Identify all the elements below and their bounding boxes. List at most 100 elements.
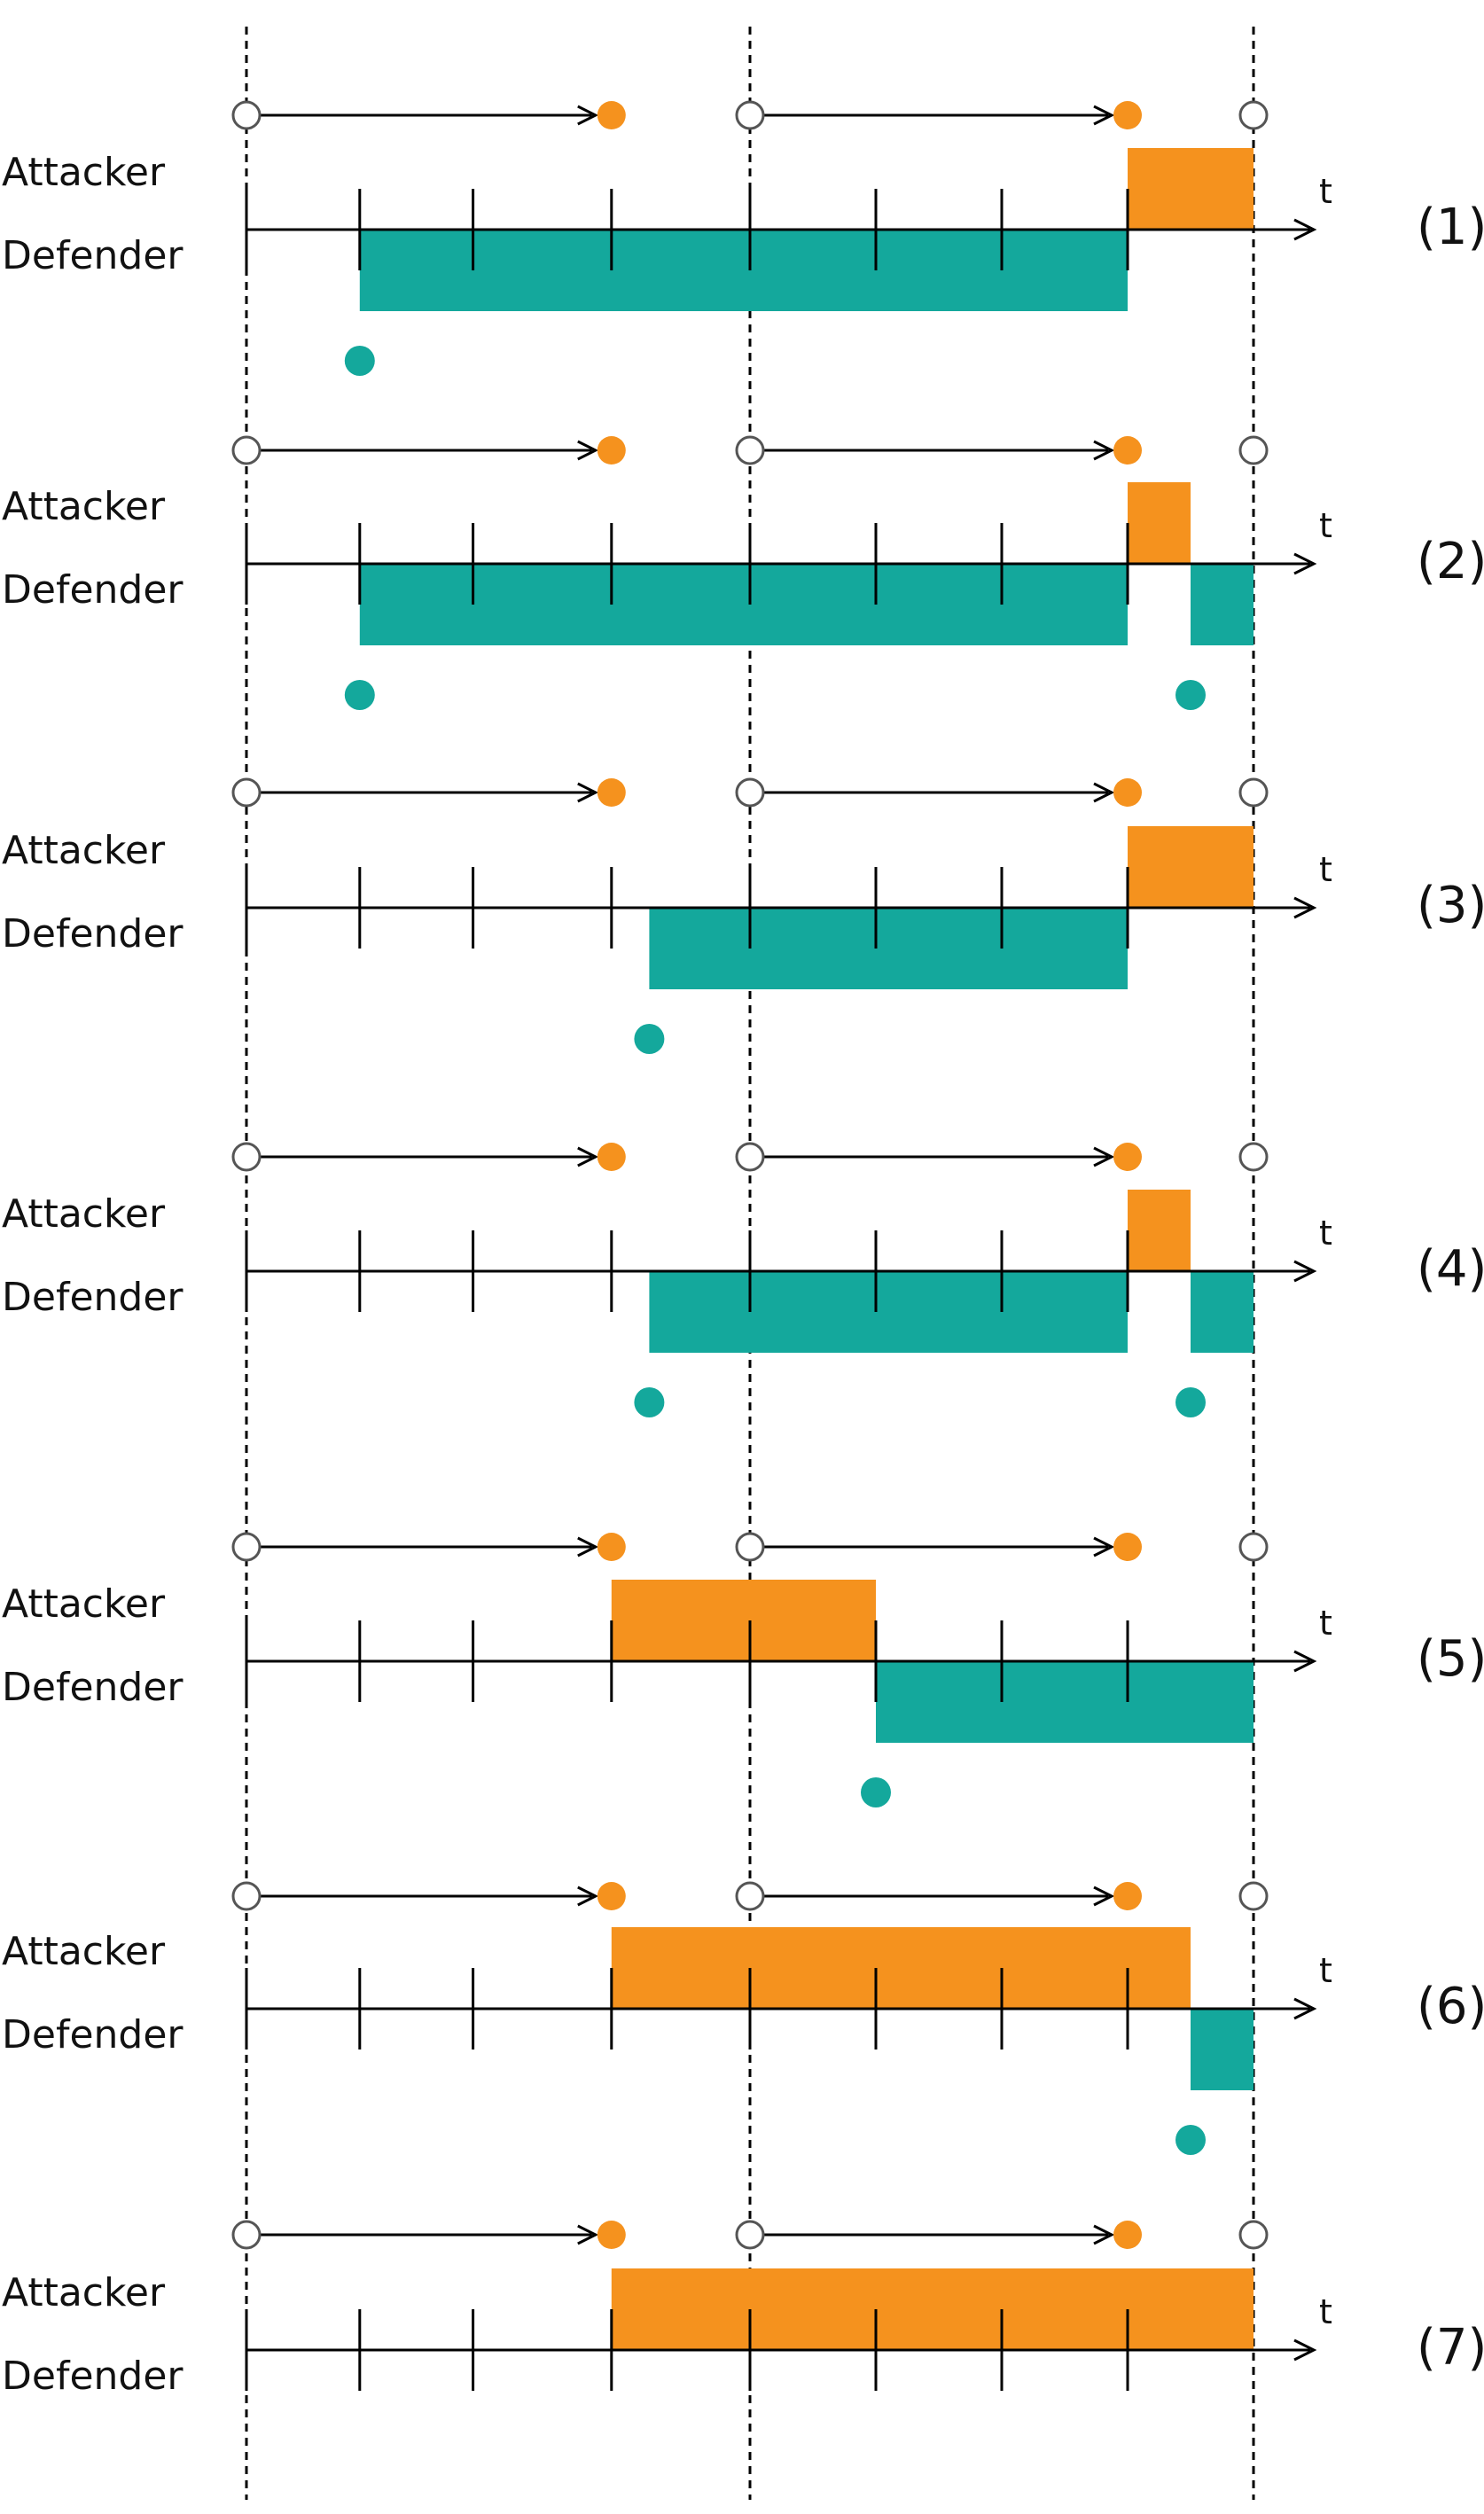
row-number-label: (1)	[1417, 199, 1484, 256]
attacker-bar	[1128, 826, 1254, 908]
attacker-label: Attacker	[2, 150, 166, 195]
attacker-bar	[611, 1580, 876, 1661]
defender-marker	[634, 1024, 665, 1054]
axis-label-t: t	[1319, 2292, 1332, 2331]
checkpoint-arrowhead	[577, 440, 599, 461]
defender-bar	[1191, 564, 1254, 645]
time-axis-arrowhead	[1293, 896, 1317, 919]
axis-label-t: t	[1319, 172, 1332, 211]
time-axis-arrowhead	[1293, 1260, 1317, 1283]
checkpoint-open-marker	[735, 1532, 765, 1562]
checkpoint-open-marker	[231, 1532, 262, 1562]
defender-label: Defender	[2, 2354, 184, 2399]
checkpoint-arrowhead	[1093, 782, 1115, 803]
time-axis-arrowhead	[1293, 1997, 1317, 2020]
defender-label: Defender	[2, 1275, 184, 1320]
checkpoint-open-marker	[231, 100, 262, 130]
checkpoint-arrowhead	[1093, 1886, 1115, 1907]
attacker-marker	[1113, 1143, 1142, 1171]
attacker-bar	[1128, 482, 1191, 564]
attacker-marker	[1113, 1533, 1142, 1561]
row-number-label: (6)	[1417, 1978, 1484, 2035]
attacker-bar	[1128, 1190, 1191, 1271]
attacker-marker	[597, 436, 626, 465]
time-axis-arrowhead	[1293, 1650, 1317, 1673]
defender-bar	[649, 908, 1128, 989]
timeline-row: t Attacker Defender (5)	[2, 1532, 1484, 1807]
defender-bar	[1191, 1271, 1254, 1353]
axis-label-t: t	[1319, 1214, 1332, 1253]
timeline-rows: t Attacker Defender (1) t Attacker Defender (2)…	[2, 100, 1484, 2399]
attacker-marker	[1113, 778, 1142, 807]
defender-marker	[1175, 1387, 1206, 1417]
attacker-label: Attacker	[2, 484, 166, 529]
checkpoint-open-marker	[231, 2220, 262, 2250]
checkpoint-open-marker	[1238, 435, 1269, 465]
defender-label: Defender	[2, 233, 184, 278]
checkpoint-open-marker	[231, 777, 262, 808]
attacker-label: Attacker	[2, 2270, 166, 2315]
checkpoint-open-marker	[231, 1142, 262, 1172]
defender-marker	[1175, 2125, 1206, 2155]
row-number-label: (3)	[1417, 877, 1484, 934]
attacker-label: Attacker	[2, 1929, 166, 1974]
defender-label: Defender	[2, 1665, 184, 1710]
checkpoint-arrowhead	[577, 782, 599, 803]
checkpoint-open-marker	[735, 435, 765, 465]
row-number-label: (7)	[1417, 2319, 1484, 2377]
checkpoint-open-marker	[735, 1142, 765, 1172]
attacker-marker	[1113, 101, 1142, 129]
attacker-marker	[597, 1882, 626, 1910]
checkpoint-arrowhead	[1093, 1536, 1115, 1558]
checkpoint-arrowhead	[577, 1886, 599, 1907]
checkpoint-open-marker	[231, 1881, 262, 1911]
checkpoint-open-marker	[735, 100, 765, 130]
defender-marker	[634, 1387, 665, 1417]
checkpoint-arrowhead	[577, 2224, 599, 2245]
attacker-label: Attacker	[2, 1581, 166, 1627]
checkpoint-open-marker	[231, 435, 262, 465]
checkpoint-open-marker	[735, 2220, 765, 2250]
checkpoint-open-marker	[1238, 1881, 1269, 1911]
timeline-row: t Attacker Defender (6)	[2, 1881, 1484, 2155]
timeline-row: t Attacker Defender (7)	[2, 2220, 1484, 2399]
attacker-label: Attacker	[2, 1191, 166, 1237]
defender-bar	[359, 564, 1128, 645]
checkpoint-arrowhead	[577, 1146, 599, 1167]
timeline-row: t Attacker Defender (2)	[2, 435, 1484, 710]
checkpoint-arrowhead	[1093, 2224, 1115, 2245]
checkpoint-arrowhead	[1093, 440, 1115, 461]
attacker-marker	[597, 2221, 626, 2249]
defender-bar	[876, 1661, 1254, 1743]
attacker-marker	[1113, 1882, 1142, 1910]
defender-marker	[1175, 680, 1206, 710]
attacker-bar	[1128, 148, 1254, 230]
axis-label-t: t	[1319, 1604, 1332, 1643]
defender-marker	[344, 346, 375, 376]
attacker-marker	[1113, 436, 1142, 465]
row-number-label: (2)	[1417, 533, 1484, 590]
checkpoint-open-marker	[735, 777, 765, 808]
timeline-row: t Attacker Defender (3)	[2, 777, 1484, 1054]
attacker-marker	[597, 778, 626, 807]
attacker-marker	[597, 1143, 626, 1171]
checkpoint-open-marker	[1238, 2220, 1269, 2250]
attacker-bar	[611, 1927, 1191, 2009]
defender-label: Defender	[2, 911, 184, 956]
attacker-label: Attacker	[2, 828, 166, 873]
axis-label-t: t	[1319, 1951, 1332, 1990]
attacker-marker	[597, 1533, 626, 1561]
defender-marker	[344, 680, 375, 710]
checkpoint-open-marker	[1238, 100, 1269, 130]
row-number-label: (5)	[1417, 1630, 1484, 1688]
checkpoint-open-marker	[735, 1881, 765, 1911]
defender-bar	[649, 1271, 1128, 1353]
checkpoint-arrowhead	[577, 1536, 599, 1558]
checkpoint-arrowhead	[1093, 1146, 1115, 1167]
attacker-marker	[1113, 2221, 1142, 2249]
attacker-bar	[611, 2268, 1254, 2350]
checkpoint-arrowhead	[577, 105, 599, 126]
axis-label-t: t	[1319, 506, 1332, 545]
checkpoint-open-marker	[1238, 1532, 1269, 1562]
